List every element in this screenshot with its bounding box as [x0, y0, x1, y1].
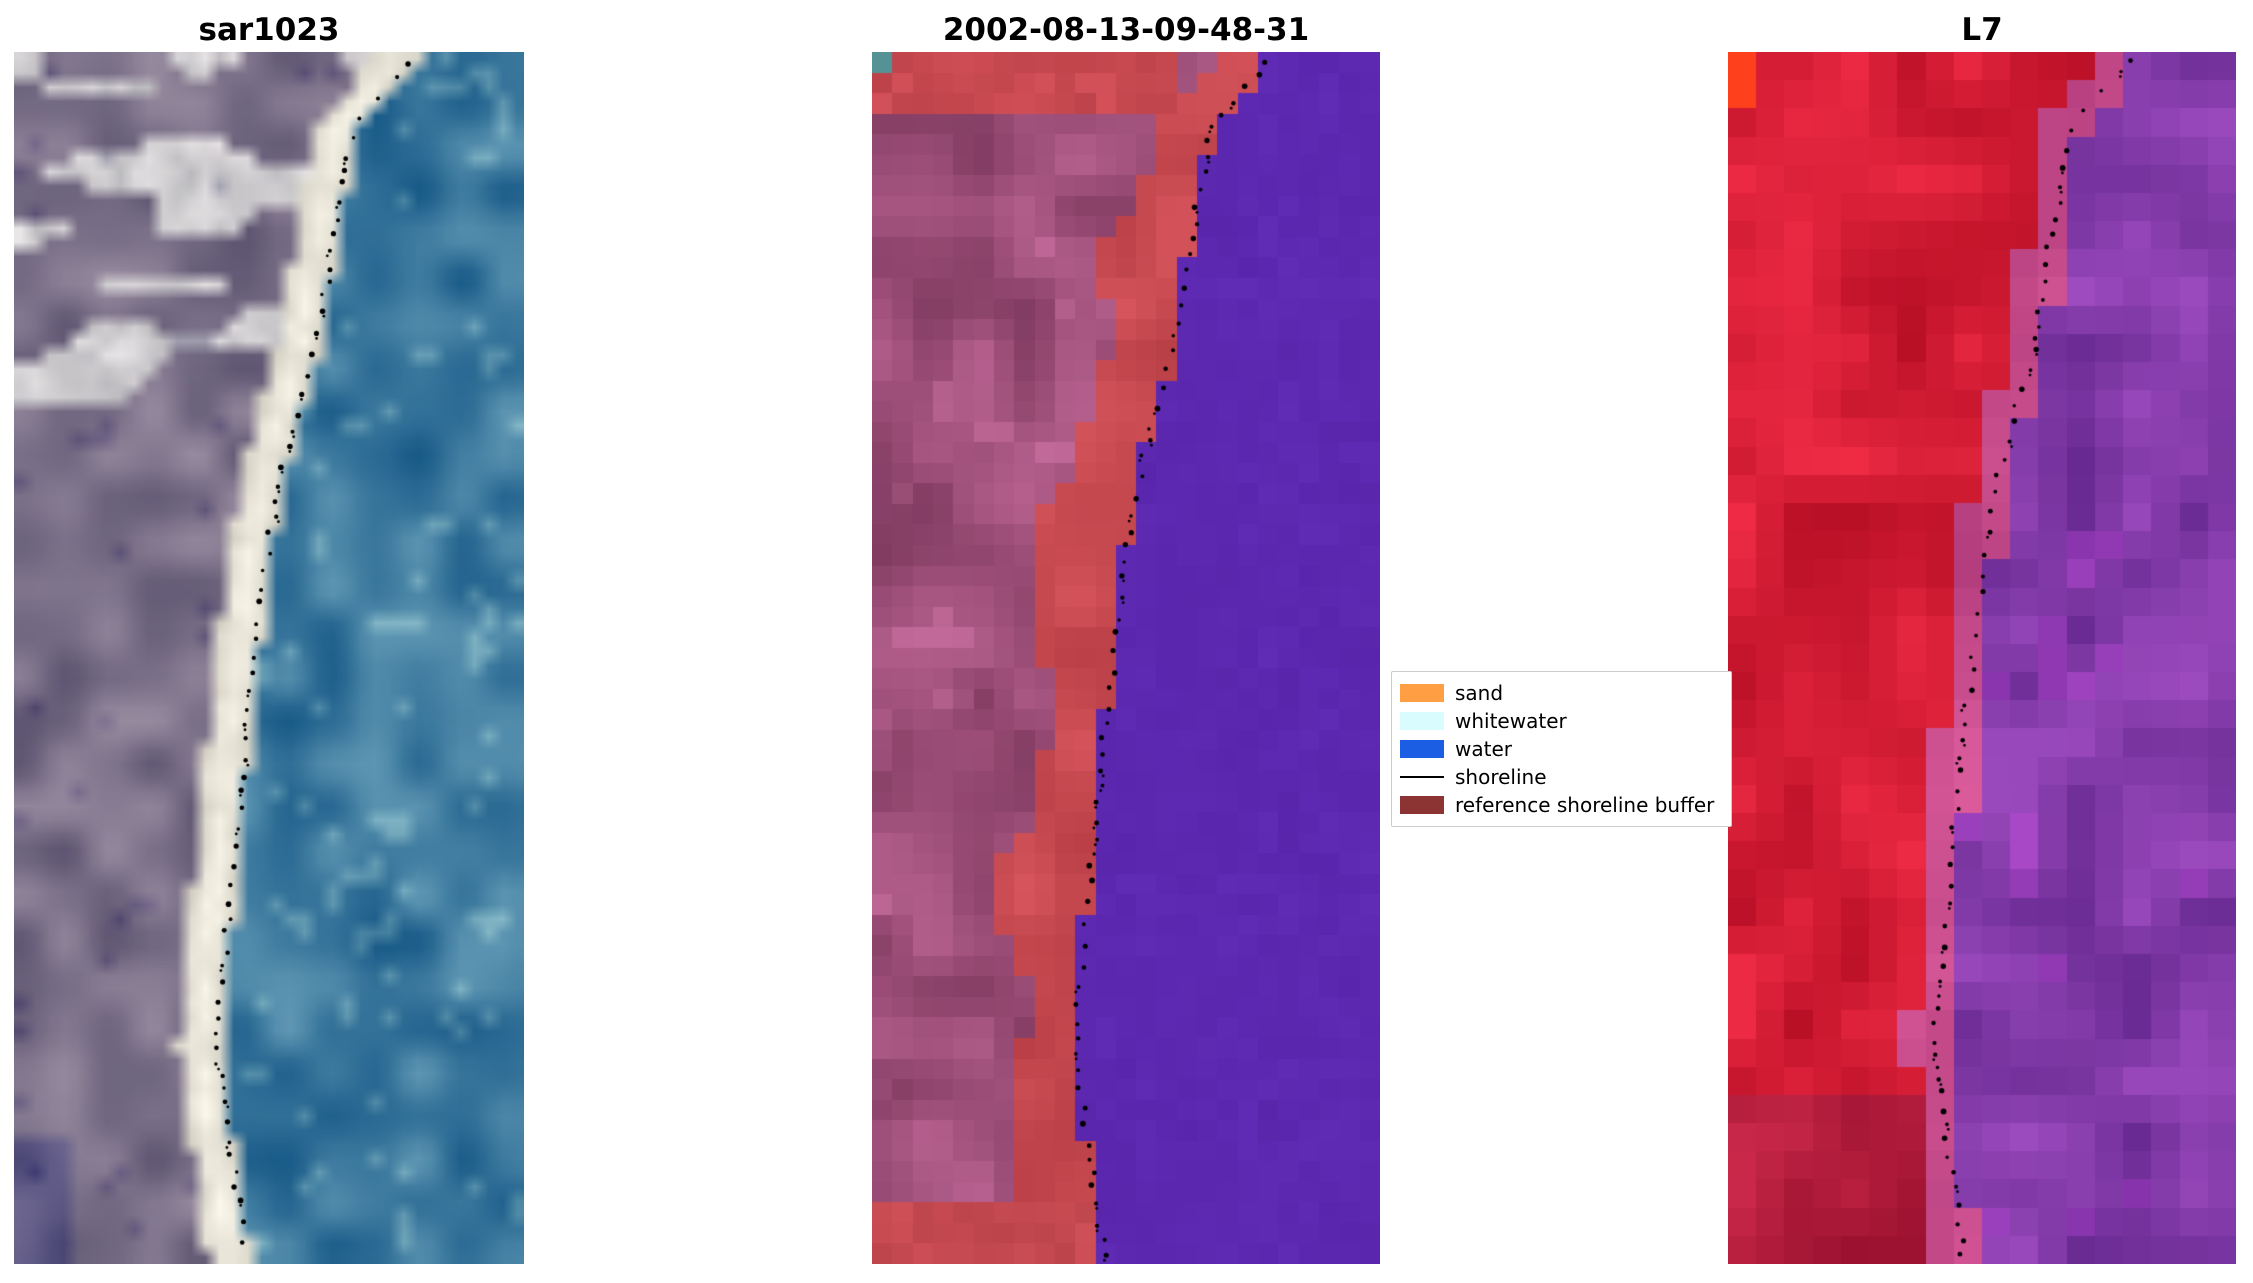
legend-label: sand — [1455, 681, 1504, 705]
panel-title-sar1023: sar1023 — [198, 12, 340, 48]
panel-classified: 2002-08-13-09-48-31 — [872, 8, 1380, 1264]
panel-image-l7 — [1728, 52, 2236, 1264]
legend: sand whitewater water shoreline reference sh… — [1391, 671, 1732, 827]
legend-label: whitewater — [1455, 709, 1567, 733]
panel-l7: L7 — [1728, 8, 2236, 1264]
panel-sar1023: sar1023 — [14, 8, 524, 1264]
legend-item-whitewater: whitewater — [1400, 707, 1723, 735]
panel-title-l7: L7 — [1961, 12, 2003, 48]
legend-item-shoreline: shoreline — [1400, 763, 1723, 791]
legend-color-swatch — [1400, 740, 1444, 758]
legend-color-swatch — [1400, 712, 1444, 730]
legend-label: reference shoreline buffer — [1455, 793, 1715, 817]
legend-label: water — [1455, 737, 1512, 761]
panel-image-sar1023 — [14, 52, 524, 1264]
panel-image-classified — [872, 52, 1380, 1264]
legend-line-swatch — [1400, 776, 1444, 778]
panel-title-classified: 2002-08-13-09-48-31 — [942, 12, 1310, 48]
legend-item-sand: sand — [1400, 679, 1723, 707]
legend-label: shoreline — [1455, 765, 1547, 789]
legend-item-reference-shoreline-buffer: reference shoreline buffer — [1400, 791, 1723, 819]
legend-item-water: water — [1400, 735, 1723, 763]
legend-color-swatch — [1400, 684, 1444, 702]
legend-color-swatch — [1400, 796, 1444, 814]
